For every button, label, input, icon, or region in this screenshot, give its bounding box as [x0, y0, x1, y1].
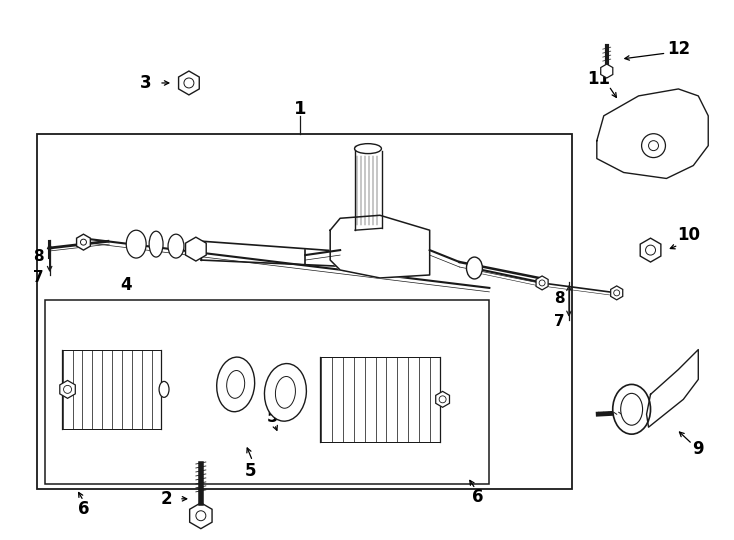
- Polygon shape: [536, 276, 548, 290]
- Text: 3: 3: [140, 74, 152, 92]
- Text: 7: 7: [33, 271, 44, 286]
- Text: 4: 4: [120, 276, 132, 294]
- Circle shape: [64, 386, 71, 393]
- Polygon shape: [186, 237, 206, 261]
- Circle shape: [642, 134, 666, 158]
- Polygon shape: [178, 71, 199, 95]
- Polygon shape: [640, 238, 661, 262]
- Circle shape: [184, 78, 194, 88]
- Polygon shape: [600, 64, 613, 78]
- Polygon shape: [611, 286, 622, 300]
- Ellipse shape: [126, 230, 146, 258]
- Text: 9: 9: [692, 440, 704, 458]
- Circle shape: [539, 280, 545, 286]
- Ellipse shape: [159, 381, 169, 397]
- Ellipse shape: [149, 231, 163, 257]
- Ellipse shape: [264, 363, 306, 421]
- Ellipse shape: [168, 234, 184, 258]
- Ellipse shape: [613, 384, 650, 434]
- Text: 5: 5: [266, 408, 278, 426]
- Circle shape: [614, 290, 619, 296]
- Text: 8: 8: [33, 248, 44, 264]
- Polygon shape: [330, 215, 429, 278]
- Polygon shape: [647, 349, 698, 427]
- Text: 10: 10: [677, 226, 700, 244]
- Ellipse shape: [217, 357, 255, 411]
- Ellipse shape: [275, 376, 295, 408]
- Circle shape: [439, 396, 446, 403]
- Ellipse shape: [355, 144, 382, 153]
- Polygon shape: [76, 234, 90, 250]
- Text: 11: 11: [587, 70, 610, 88]
- Text: 5: 5: [245, 462, 256, 480]
- Circle shape: [649, 140, 658, 151]
- Text: 12: 12: [666, 40, 690, 58]
- Bar: [37, 134, 572, 489]
- Circle shape: [196, 511, 206, 521]
- Circle shape: [81, 239, 87, 245]
- Ellipse shape: [467, 257, 482, 279]
- Text: 7: 7: [553, 314, 564, 329]
- Text: 8: 8: [553, 292, 564, 306]
- Polygon shape: [597, 89, 708, 179]
- Text: 6: 6: [78, 500, 90, 518]
- Text: 6: 6: [472, 488, 483, 506]
- Circle shape: [646, 245, 655, 255]
- Bar: [45, 300, 490, 484]
- Polygon shape: [436, 392, 449, 407]
- Text: 1: 1: [294, 100, 307, 118]
- Ellipse shape: [621, 393, 642, 425]
- Polygon shape: [59, 380, 76, 399]
- Text: 2: 2: [160, 490, 172, 508]
- Polygon shape: [189, 503, 212, 529]
- Ellipse shape: [227, 370, 244, 399]
